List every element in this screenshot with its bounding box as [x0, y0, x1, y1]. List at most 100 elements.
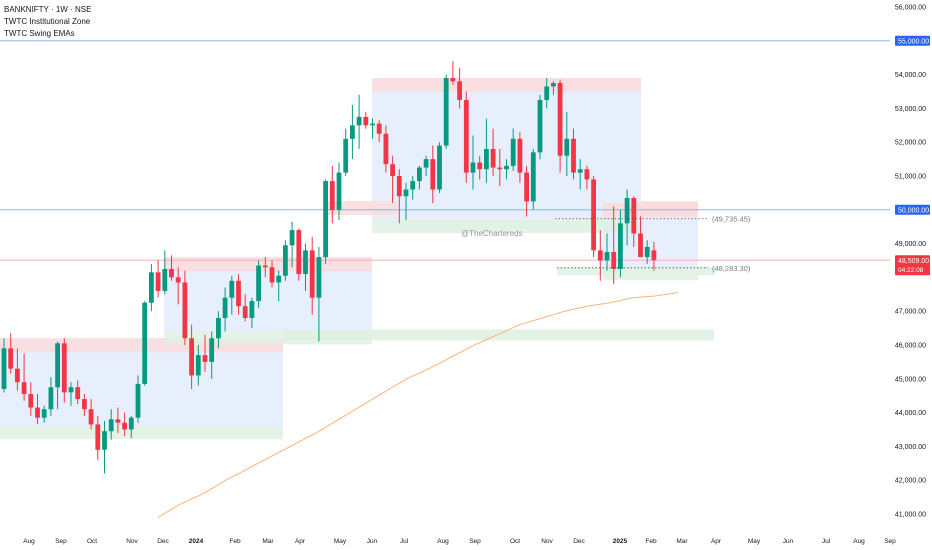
candle-body [162, 268, 168, 291]
candle-body [309, 250, 315, 298]
candle-body [591, 179, 596, 251]
candle [68, 382, 74, 406]
candle [524, 165, 529, 217]
candle-body [269, 267, 275, 283]
candle [383, 125, 389, 173]
candle-body [437, 145, 442, 190]
candle [61, 338, 67, 403]
candle-body [75, 387, 81, 400]
candle [470, 135, 476, 190]
candle-body [242, 306, 248, 318]
candle [551, 81, 556, 95]
candle-body [396, 176, 402, 197]
candle [28, 382, 34, 416]
candle-body [202, 355, 208, 362]
ema-path [157, 292, 678, 518]
candle [651, 241, 657, 271]
candle-body [115, 419, 121, 423]
candle [82, 394, 87, 416]
indicator-label-emas[interactable]: TWTC Swing EMAs [4, 29, 75, 38]
candle [162, 250, 168, 295]
candle [216, 311, 221, 349]
candle [430, 145, 436, 204]
time-tick-label: Nov [541, 538, 553, 545]
candle-body [597, 250, 603, 261]
candle [571, 128, 576, 180]
candle [309, 236, 315, 315]
candle [484, 118, 489, 183]
candle [289, 221, 295, 268]
candle-body [457, 81, 462, 100]
candle [75, 380, 81, 405]
candle-body [383, 133, 389, 165]
candle-body [316, 257, 322, 298]
symbol-title: BANKNIFTY · 1W · NSE [4, 5, 92, 14]
candle [577, 159, 583, 190]
candle-body [484, 148, 489, 170]
supply-band [637, 201, 698, 216]
price-tick-label: 47,000.00 [895, 309, 926, 316]
indicator-label-zone[interactable]: TWTC Institutional Zone [4, 17, 91, 26]
candle [1, 338, 7, 393]
candle [463, 91, 469, 183]
candle-body [102, 431, 107, 450]
candle-body [175, 277, 181, 283]
price-tick-label: 54,000.00 [895, 72, 926, 79]
time-tick-label: Nov [126, 538, 138, 545]
time-tick-label: 2024 [189, 538, 204, 545]
candle [343, 128, 349, 176]
time-tick-label: Jun [783, 538, 794, 545]
candle [457, 67, 462, 109]
candle-body [142, 302, 148, 384]
candle-body [524, 172, 529, 202]
candle-body [256, 265, 261, 302]
candle [437, 142, 442, 193]
candle-body [21, 382, 27, 395]
price-label-55000: 55,000.00 [898, 38, 929, 45]
candle [182, 270, 188, 345]
price-label-50000: 50,000.00 [898, 207, 929, 214]
candle-body [296, 230, 302, 275]
price-tick-label: 56,000.00 [895, 5, 926, 12]
candle-body [95, 424, 101, 450]
candle-body [15, 368, 20, 383]
candle-body [195, 355, 201, 376]
candle [262, 257, 268, 278]
candle [115, 407, 121, 433]
price-tick-label: 52,000.00 [895, 140, 926, 147]
candle [329, 165, 335, 224]
candle [336, 162, 342, 220]
candle-body [544, 86, 550, 100]
candle-body [135, 383, 141, 418]
candle-body [8, 348, 14, 369]
candle [604, 233, 610, 271]
horizontal-levels [0, 40, 890, 261]
candle [417, 165, 422, 190]
price-tick-label: 45,000.00 [895, 376, 926, 383]
zone-supply-band [164, 257, 372, 272]
level-annotation-label: (49,735.45) [712, 215, 751, 224]
watermark: @TheChartereds [461, 229, 522, 238]
candle-body [55, 343, 60, 388]
candle-body [82, 399, 87, 410]
candle [169, 255, 174, 281]
candle [370, 118, 375, 139]
candle-body [1, 348, 7, 389]
candle-body [48, 387, 54, 410]
candle-body [530, 152, 536, 202]
candle-body [423, 159, 429, 168]
time-tick-label: Oct [510, 538, 520, 545]
time-tick-label: Jun [367, 538, 378, 545]
candle-body [631, 197, 637, 234]
candle [638, 216, 643, 258]
time-tick-label: Aug [853, 538, 865, 545]
candle-body [443, 77, 449, 146]
candle-body [504, 165, 509, 170]
candle-body [463, 99, 469, 173]
candle-body [249, 301, 255, 318]
candle-body [537, 99, 543, 153]
time-tick-label: Oct [87, 538, 97, 545]
candle [236, 274, 241, 315]
candle [316, 246, 322, 342]
